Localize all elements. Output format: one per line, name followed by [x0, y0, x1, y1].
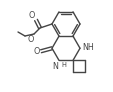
- Text: N: N: [52, 62, 58, 71]
- Text: H: H: [61, 62, 66, 68]
- Text: NH: NH: [81, 43, 93, 52]
- Text: O: O: [33, 47, 39, 56]
- Text: O: O: [27, 35, 33, 44]
- Text: O: O: [28, 10, 35, 20]
